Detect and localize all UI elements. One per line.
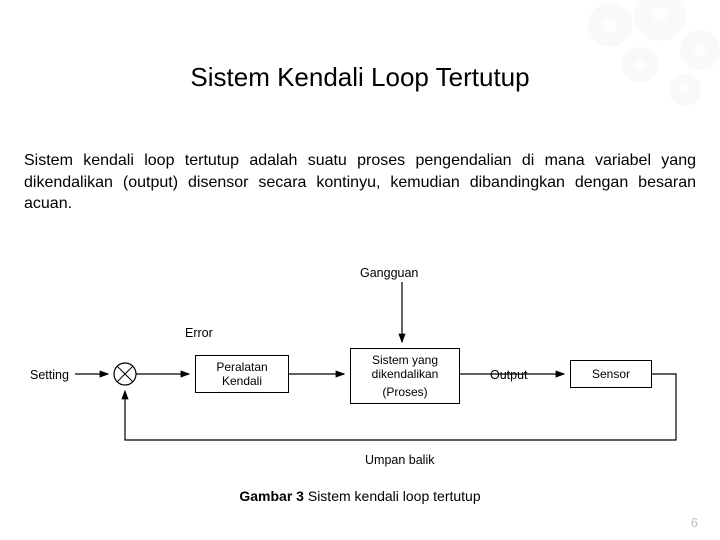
label-umpan-balik: Umpan balik	[365, 453, 434, 467]
gears-decoration	[570, 0, 720, 120]
box-system-line3: (Proses)	[382, 385, 427, 399]
box-system: Sistem yang dikendalikan (Proses)	[350, 348, 460, 404]
caption-rest: Sistem kendali loop tertutup	[304, 488, 481, 504]
page-title: Sistem Kendali Loop Tertutup	[0, 62, 720, 93]
figure-caption: Gambar 3 Sistem kendali loop tertutup	[0, 488, 720, 504]
label-error: Error	[185, 326, 213, 340]
box-system-line1: Sistem yang	[372, 353, 438, 367]
page-number: 6	[691, 515, 698, 530]
control-loop-diagram: Gangguan Error Setting Output Umpan bali…	[30, 260, 690, 470]
box-peralatan-text: Peralatan Kendali	[200, 360, 284, 388]
label-setting: Setting	[30, 368, 69, 382]
label-gangguan: Gangguan	[360, 266, 418, 280]
box-system-line2: dikendalikan	[372, 367, 439, 381]
label-output: Output	[490, 368, 528, 382]
box-peralatan-kendali: Peralatan Kendali	[195, 355, 289, 393]
box-sensor: Sensor	[570, 360, 652, 388]
caption-bold: Gambar 3	[239, 488, 304, 504]
intro-paragraph: Sistem kendali loop tertutup adalah suat…	[24, 150, 696, 215]
box-sensor-text: Sensor	[592, 367, 630, 381]
